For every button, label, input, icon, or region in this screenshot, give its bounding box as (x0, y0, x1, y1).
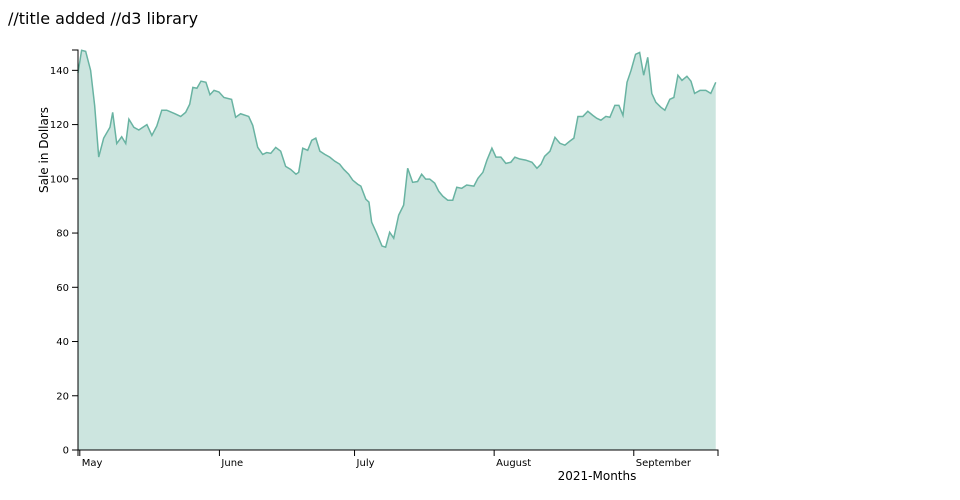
y-tick-label: 100 (50, 174, 69, 185)
y-tick-label: 20 (56, 391, 69, 402)
y-tick-label: 40 (56, 337, 69, 348)
y-tick-label: 140 (50, 66, 69, 77)
x-tick-label: July (356, 458, 375, 469)
y-tick-label: 120 (50, 120, 69, 131)
x-tick-label: May (82, 458, 103, 469)
y-axis (72, 49, 79, 451)
x-tick-label: August (496, 458, 531, 469)
x-axis-title: 2021-Months (558, 469, 637, 483)
y-tick-label: 0 (63, 446, 69, 457)
x-axis (77, 449, 719, 456)
chart-title: //title added //d3 library (8, 9, 198, 28)
y-tick-label: 60 (56, 283, 69, 294)
area (78, 50, 716, 451)
x-tick-label: September (636, 458, 692, 469)
x-tick-label: June (220, 458, 243, 469)
line (77, 49, 717, 249)
y-tick-label: 80 (56, 229, 69, 240)
y-axis-title: Sale in Dollars (37, 107, 51, 193)
